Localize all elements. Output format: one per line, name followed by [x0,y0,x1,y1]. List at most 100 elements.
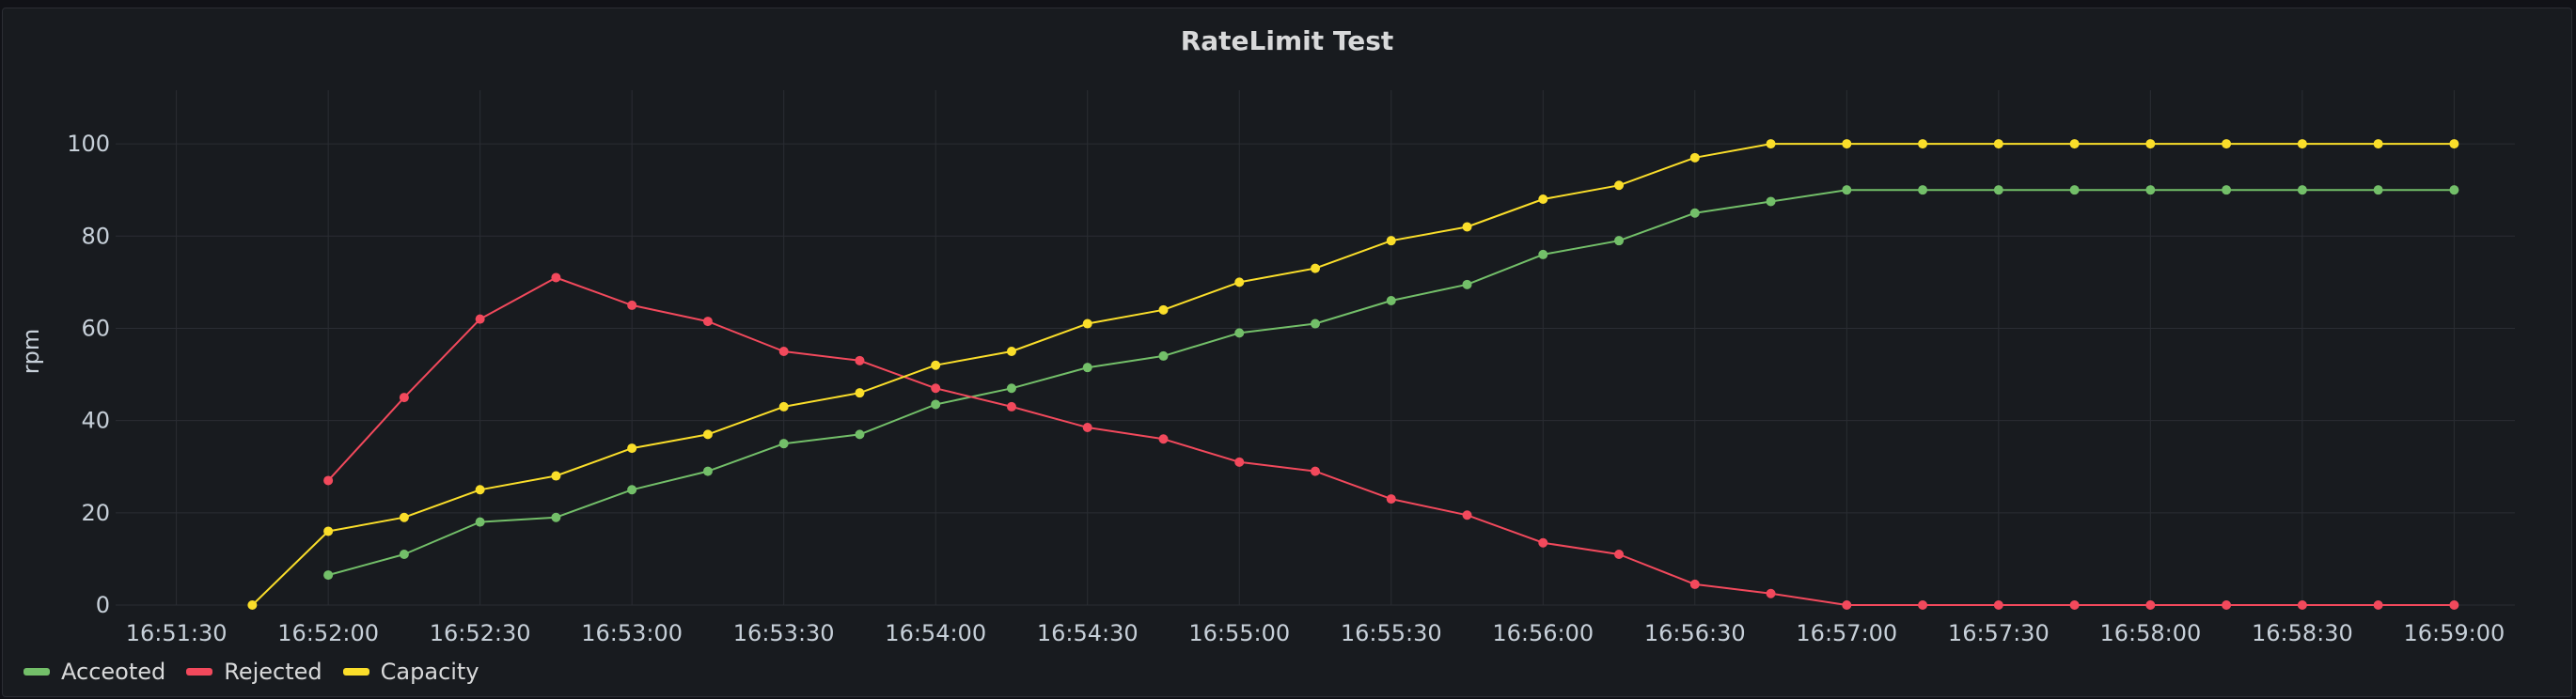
data-point-acceoted [1234,328,1245,338]
data-point-rejected [2373,600,2383,610]
data-point-acceoted [931,399,941,410]
data-point-rejected [2449,600,2459,610]
data-point-rejected [2222,600,2232,610]
x-tick-label: 16:51:30 [126,620,228,646]
data-point-capacity [1386,236,1396,246]
y-tick-label: 20 [81,500,110,526]
data-point-rejected [551,272,561,283]
data-point-rejected [702,317,713,327]
x-tick-label: 16:56:00 [1492,620,1594,646]
data-point-acceoted [551,512,561,522]
data-point-acceoted [702,466,713,476]
legend-item-rejected[interactable]: Rejected [186,659,322,685]
data-point-capacity [1918,139,1928,149]
x-tick-label: 16:53:00 [581,620,683,646]
data-point-rejected [475,314,485,324]
series-line-capacity [251,143,2455,606]
data-point-rejected [1386,494,1396,505]
x-tick-label: 16:58:00 [2099,620,2201,646]
x-tick-label: 16:56:30 [1644,620,1746,646]
legend: Acceoted Rejected Capacity [24,659,479,685]
x-tick-label: 16:52:00 [277,620,379,646]
x-tick-label: 16:55:30 [1341,620,1442,646]
data-point-acceoted [1158,350,1169,361]
data-point-rejected [1234,457,1245,467]
data-point-capacity [702,429,713,440]
data-point-acceoted [1538,249,1548,259]
data-point-capacity [1311,263,1320,273]
data-point-rejected [2145,600,2156,610]
data-point-acceoted [2145,185,2156,195]
data-point-acceoted [399,550,409,559]
data-point-acceoted [2069,185,2080,195]
y-tick-label: 40 [81,408,110,434]
data-point-acceoted [323,570,334,581]
y-axis-label: rpm [18,329,44,374]
data-point-capacity [1766,139,1776,149]
legend-label: Capacity [380,659,479,685]
legend-label: Acceoted [61,659,166,685]
legend-swatch [186,668,213,676]
data-point-capacity [2222,139,2232,149]
data-point-rejected [931,383,941,394]
data-point-rejected [399,393,409,403]
data-point-rejected [778,347,789,356]
legend-item-capacity[interactable]: Capacity [342,659,479,685]
data-point-capacity [2069,139,2080,149]
data-point-capacity [1614,180,1625,191]
data-point-acceoted [2449,185,2459,195]
data-point-capacity [1462,222,1472,232]
data-point-rejected [2069,600,2080,610]
data-point-rejected [1158,434,1169,444]
data-point-rejected [1993,600,2003,610]
y-tick-label: 100 [67,131,110,157]
y-tick-label: 60 [81,315,110,341]
data-point-rejected [1689,579,1700,589]
data-point-rejected [1082,423,1092,432]
data-point-capacity [778,401,789,412]
data-point-acceoted [1918,185,1928,195]
data-point-acceoted [1082,363,1092,373]
y-tick-label: 0 [96,592,110,618]
legend-swatch [24,668,50,676]
data-point-acceoted [1766,196,1776,207]
data-point-capacity [1842,139,1852,149]
data-point-capacity [931,360,941,370]
x-tick-label: 16:59:00 [2403,620,2505,646]
data-point-capacity [1993,139,2003,149]
data-point-acceoted [475,517,485,527]
legend-item-acceoted[interactable]: Acceoted [24,659,165,685]
x-tick-label: 16:57:30 [1948,620,2050,646]
data-point-capacity [2449,139,2459,149]
data-point-rejected [855,355,865,365]
data-point-capacity [1689,152,1700,163]
data-point-capacity [2297,139,2307,149]
data-point-capacity [627,443,637,454]
data-point-acceoted [1462,279,1472,289]
data-point-acceoted [1614,236,1625,246]
data-point-acceoted [2297,185,2307,195]
data-point-capacity [855,388,865,398]
chart-panel: RateLimit Test 0 20 40 60 80 100 16:51:30 16:52… [2,8,2572,697]
data-point-capacity [1082,318,1092,329]
data-point-capacity [2373,139,2383,149]
data-point-rejected [627,300,637,310]
data-point-rejected [1311,466,1320,476]
x-tick-label: 16:55:00 [1188,620,1290,646]
legend-swatch [342,668,369,676]
data-point-acceoted [778,439,789,449]
data-point-capacity [1006,347,1016,356]
data-point-rejected [1006,401,1016,412]
data-point-rejected [2297,600,2307,610]
data-point-acceoted [1842,185,1852,195]
data-point-acceoted [1311,318,1320,329]
data-point-capacity [1538,194,1548,204]
data-point-capacity [475,485,485,495]
panel-title[interactable]: RateLimit Test [1180,25,1394,56]
data-point-rejected [1614,550,1625,559]
x-tick-label: 16:54:00 [885,620,986,646]
x-tick-label: 16:58:30 [2252,620,2353,646]
x-tick-label: 16:54:30 [1037,620,1139,646]
data-point-capacity [323,526,334,536]
x-tick-label: 16:52:30 [430,620,531,646]
